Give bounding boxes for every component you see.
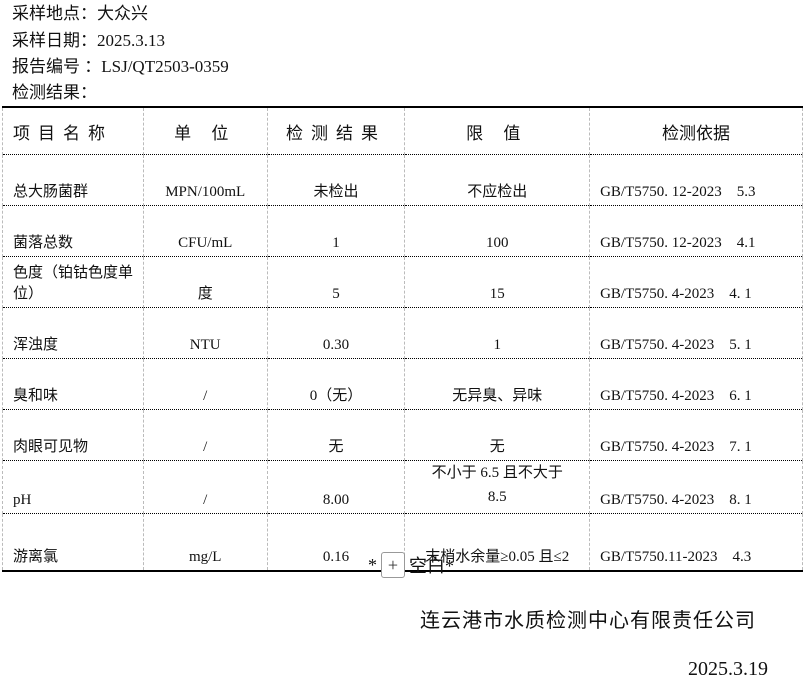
cell-result: 0.16 [266,513,406,571]
cell-basis: GB/T5750. 12-2023 4.1 [589,205,803,257]
report-date: 2025.3.19 [688,658,768,680]
cell-limit: 1 [404,307,591,359]
cell-unit: / [142,358,268,410]
table-row: 菌落总数 CFU/mL 1 100 GB/T5750. 12-2023 4.1 [2,205,803,257]
table-row: pH/8.00 不小于 6.5 且不大于 8.5 GB/T5750. 4-2023 … [2,460,803,514]
cell-limit: 不小于 6.5 且不大于 8.5 [404,460,591,514]
cell-basis: GB/T5750. 4-2023 4. 1 [589,256,803,308]
company-name: 连云港市水质检测中心有限责任公司 [420,610,756,632]
cell-unit: CFU/mL [142,205,268,257]
sampling-location: 采样地点：大众兴 [12,4,148,23]
table-row: 游离氯 mg/L 0.16 末梢水余量≥0.05 且≤2 GB/T5750.11-202… [2,513,803,571]
cell-result: 1 [266,205,406,257]
col-basis: 检测依据 [589,107,803,155]
result-label: 检测结果： [12,83,97,102]
cell-limit: 15 [404,256,591,308]
cell-unit: / [142,409,268,461]
col-name: 项目名称 [2,107,144,155]
cell-unit: NTU [142,307,268,359]
cell-name: pH [2,460,144,514]
cell-limit: 100 [404,205,591,257]
cell-limit: 不应检出 [404,154,591,206]
table-row: 臭和味/0（无） 无异臭、异味 GB/T5750. 4-2023 6. 1 [2,358,803,410]
col-limit: 限 值 [404,107,591,155]
cell-unit: 度 [142,256,268,308]
table-row: 总大肠菌群 MPN/100mL 未检出 不应检出 GB/T5750. 12-2023 5… [2,154,803,206]
cell-name: 肉眼可见物 [2,409,144,461]
cell-name: 浑浊度 [2,307,144,359]
cell-basis: GB/T5750.11-2023 4.3 [589,513,803,571]
cell-result: 未检出 [266,154,406,206]
cell-basis: GB/T5750. 4-2023 6. 1 [589,358,803,410]
cell-result: 8.00 [266,460,406,514]
table-row: 肉眼可见物 / 无无 GB/T5750. 4-2023 7. 1 [2,409,803,461]
cell-name: 臭和味 [2,358,144,410]
cell-name: 游离氯 [2,513,144,571]
cell-basis: GB/T5750. 4-2023 7. 1 [589,409,803,461]
cell-limit: 末梢水余量≥0.05 且≤2 [404,513,591,571]
results-table: 项目名称 单 位 检测结果 限 值 检测依据 总大肠菌群 MPN/100mL 未检出… [2,106,803,572]
sampling-date: 采样日期：2025.3.13 [12,31,165,50]
cell-result: 5 [266,256,406,308]
table-header: 项目名称 单 位 检测结果 限 值 检测依据 [2,107,803,155]
cell-name: 菌落总数 [2,205,144,257]
cell-result: 无 [266,409,406,461]
end-prefix: * [368,554,377,575]
col-result: 检测结果 [266,107,406,155]
unit-text: CFU/mL [178,235,233,251]
cell-basis: GB/T5750. 4-2023 5. 1 [589,307,803,359]
cell-unit: / [142,460,268,514]
cell-basis: GB/T5750. 4-2023 8. 1 [589,460,803,514]
cell-name: 总大肠菌群 [2,154,144,206]
cell-result: 0.30 [266,307,406,359]
cell-unit: MPN/100mL [142,154,268,206]
cell-name: 色度（铂钴色度单位） [2,256,144,308]
cell-limit: 无异臭、异味 [404,358,591,410]
add-button[interactable]: + [381,552,405,578]
cell-result: 0（无） [266,358,406,410]
cell-basis: GB/T5750. 12-2023 5.3 [589,154,803,206]
table-row: 色度（铂钴色度单位）度 5 15 GB/T5750. 4-2023 4. 1 [2,256,803,308]
table-row: 浑浊度 NTU 0.30 1 GB/T5750. 4-2023 5. 1 [2,307,803,359]
col-unit: 单 位 [142,107,268,155]
cell-limit: 无 [404,409,591,461]
end-suffix: 空白* [409,556,454,576]
cell-unit: mg/L [142,513,268,571]
end-marker: * + 空白* [368,552,454,578]
report-number: 报告编号 ：LSJ/QT2503-0359 [12,57,229,76]
